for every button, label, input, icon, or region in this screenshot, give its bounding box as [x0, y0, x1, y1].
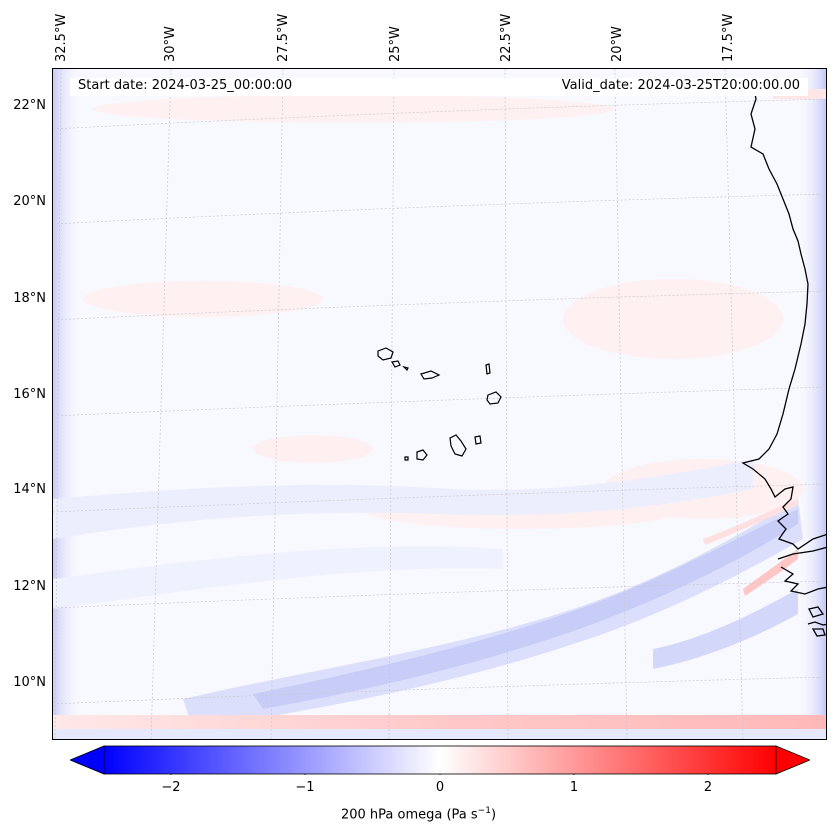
island-sao-nicolau — [420, 370, 441, 380]
island-sao-vicente — [391, 360, 401, 368]
bottom-negative-band — [53, 729, 826, 739]
colorbar-extend-max-arrow — [775, 745, 812, 775]
cb-tick-label-1: 1 — [569, 780, 579, 795]
colorbar-title: 200 hPa omega (Pa s−1) — [0, 806, 837, 822]
lon-label-17-5w: 17.5°W — [721, 13, 736, 62]
coast-islands-2 — [807, 621, 826, 626]
lon-label-27-5w: 27.5°W — [276, 13, 291, 62]
island-fogo — [416, 449, 428, 461]
lat-label-12n: 12°N — [13, 579, 46, 594]
island-santa-luzia — [402, 365, 409, 372]
valid-date-label: Valid_date: 2024-03-25T20:00:00.00 — [561, 78, 800, 93]
positive-streaks — [703, 499, 798, 596]
colorbar-title-exponent: −1 — [477, 806, 491, 816]
field-edge-left — [53, 69, 81, 739]
lat-label-22n: 22°N — [13, 98, 46, 113]
omega-field-map — [53, 69, 826, 739]
graticule — [53, 69, 826, 739]
colorbar-gradient — [103, 745, 777, 775]
field-edge-right — [798, 69, 826, 739]
lat-label-20n: 20°N — [13, 194, 46, 209]
coast-main — [741, 83, 826, 550]
lon-label-25w: 25°W — [388, 26, 403, 62]
cb-tick-label-m1: −1 — [295, 780, 315, 795]
bottom-positive-band — [53, 715, 826, 729]
map-panel[interactable] — [52, 68, 827, 740]
lat-label-18n: 18°N — [13, 291, 46, 306]
africa-coastline — [741, 83, 826, 637]
lon-label-22-5w: 22.5°W — [499, 13, 514, 62]
island-sal — [485, 363, 491, 375]
colorbar-title-end: ) — [490, 807, 497, 823]
lat-label-10n: 10°N — [13, 675, 46, 690]
colorbar-title-text: 200 hPa omega (Pa s — [340, 807, 478, 823]
island-boa-vista — [486, 391, 502, 405]
colorbar-extend-min-arrow — [68, 745, 105, 775]
start-date-label: Start date: 2024-03-25_00:00:00 — [78, 78, 293, 93]
coast-guinea-bissau — [780, 566, 826, 595]
colorbar — [68, 745, 812, 778]
cb-tick-label-0: 0 — [435, 780, 445, 795]
date-header: Start date: 2024-03-25_00:00:00 Valid_da… — [70, 78, 808, 96]
coast-islands-1 — [808, 606, 825, 618]
coast-gambia — [777, 546, 826, 560]
lat-label-16n: 16°N — [13, 387, 46, 402]
lon-label-20w: 20°W — [610, 26, 625, 62]
cb-tick-label-m2: −2 — [161, 780, 181, 795]
coast-islands-3 — [811, 628, 826, 637]
lon-label-30w: 30°W — [163, 26, 178, 62]
lat-label-14n: 14°N — [13, 482, 46, 497]
island-santiago — [449, 434, 467, 457]
cb-tick-label-2: 2 — [703, 780, 713, 795]
lon-label-32-5w: 32.5°W — [54, 13, 69, 62]
colorbar-svg — [68, 745, 812, 778]
field-background — [53, 69, 826, 739]
island-santo-antao — [377, 347, 394, 361]
cape-verde-islands — [377, 347, 502, 461]
island-maio — [474, 435, 482, 445]
island-brava — [404, 456, 409, 461]
